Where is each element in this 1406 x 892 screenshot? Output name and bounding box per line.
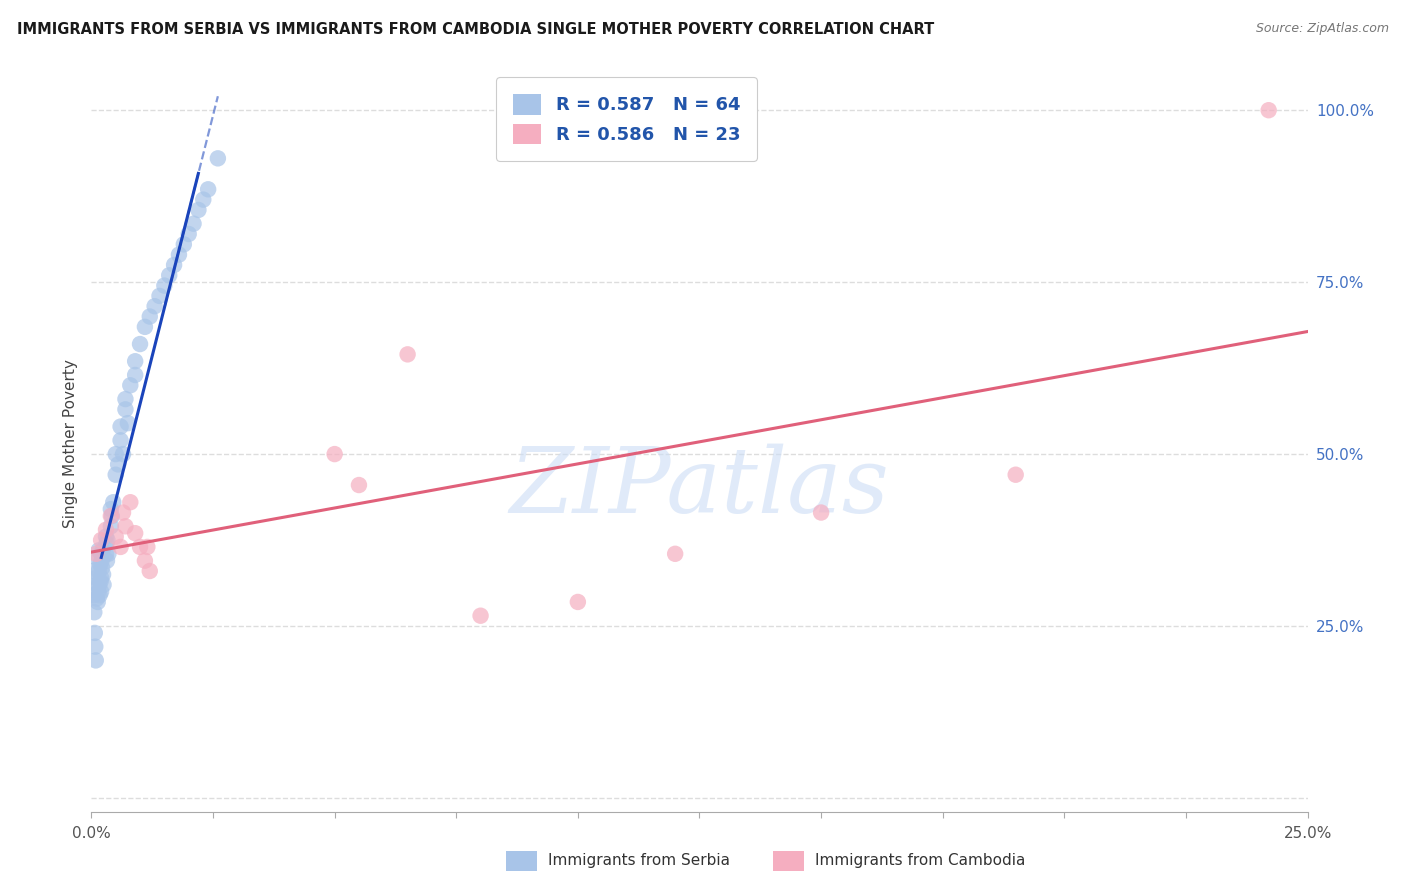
- Point: [83, 605, 105, 619]
- Point: [86, 595, 108, 609]
- Point: [87, 543, 110, 558]
- Point: [110, 540, 132, 554]
- Point: [94, 530, 117, 544]
- Point: [104, 530, 127, 544]
- Point: [1004, 467, 1026, 482]
- Text: ZIPatlas: ZIPatlas: [509, 443, 890, 533]
- Point: [139, 310, 162, 324]
- Point: [104, 447, 127, 461]
- FancyBboxPatch shape: [506, 851, 537, 871]
- Point: [82, 564, 104, 578]
- Point: [86, 591, 108, 606]
- Point: [87, 564, 110, 578]
- Legend: R = 0.587   N = 64, R = 0.586   N = 23: R = 0.587 N = 64, R = 0.586 N = 23: [496, 78, 756, 161]
- Point: [664, 547, 686, 561]
- Point: [90, 554, 112, 568]
- Point: [90, 574, 112, 589]
- Point: [810, 506, 832, 520]
- Point: [177, 227, 200, 241]
- Point: [139, 564, 162, 578]
- Point: [97, 547, 120, 561]
- Point: [136, 540, 159, 554]
- Point: [124, 354, 146, 368]
- Point: [117, 416, 139, 430]
- Point: [114, 519, 136, 533]
- Point: [129, 337, 152, 351]
- Point: [567, 595, 589, 609]
- Point: [396, 347, 419, 361]
- Point: [91, 560, 114, 574]
- Point: [100, 502, 122, 516]
- Point: [347, 478, 370, 492]
- Point: [470, 608, 492, 623]
- Point: [89, 578, 111, 592]
- Point: [93, 578, 115, 592]
- Point: [100, 519, 122, 533]
- Point: [89, 588, 111, 602]
- Y-axis label: Single Mother Poverty: Single Mother Poverty: [62, 359, 77, 528]
- Point: [323, 447, 346, 461]
- Point: [107, 458, 129, 472]
- Point: [124, 526, 146, 541]
- Point: [87, 584, 110, 599]
- Point: [207, 152, 229, 166]
- Point: [86, 578, 108, 592]
- Point: [103, 495, 125, 509]
- Point: [84, 571, 107, 585]
- Point: [84, 640, 107, 654]
- Point: [94, 523, 117, 537]
- Point: [91, 543, 114, 558]
- Point: [100, 508, 122, 523]
- Text: Source: ZipAtlas.com: Source: ZipAtlas.com: [1256, 22, 1389, 36]
- Point: [84, 653, 107, 667]
- Point: [90, 547, 112, 561]
- Point: [193, 193, 215, 207]
- Point: [129, 540, 152, 554]
- Point: [114, 402, 136, 417]
- Point: [111, 447, 134, 461]
- Point: [134, 554, 156, 568]
- Point: [114, 392, 136, 406]
- Point: [101, 508, 124, 523]
- Point: [187, 202, 209, 217]
- Text: IMMIGRANTS FROM SERBIA VS IMMIGRANTS FROM CAMBODIA SINGLE MOTHER POVERTY CORRELA: IMMIGRANTS FROM SERBIA VS IMMIGRANTS FRO…: [17, 22, 934, 37]
- Point: [120, 495, 142, 509]
- Point: [124, 368, 146, 382]
- Point: [84, 547, 107, 561]
- Point: [96, 554, 118, 568]
- Point: [157, 268, 180, 283]
- Point: [90, 571, 112, 585]
- Point: [163, 258, 186, 272]
- Point: [153, 278, 176, 293]
- Point: [94, 547, 117, 561]
- Point: [110, 419, 132, 434]
- Point: [120, 378, 142, 392]
- Point: [96, 533, 118, 547]
- Point: [143, 299, 166, 313]
- Point: [91, 567, 114, 582]
- Point: [134, 319, 156, 334]
- Point: [167, 247, 190, 261]
- Point: [1257, 103, 1279, 118]
- Point: [83, 588, 105, 602]
- Point: [110, 434, 132, 448]
- Point: [197, 182, 219, 196]
- Point: [89, 557, 111, 571]
- Point: [84, 550, 107, 565]
- Point: [104, 467, 127, 482]
- Point: [96, 536, 118, 550]
- Text: Immigrants from Serbia: Immigrants from Serbia: [548, 854, 730, 868]
- Point: [111, 506, 134, 520]
- Point: [148, 289, 170, 303]
- Point: [173, 237, 195, 252]
- Point: [90, 533, 112, 547]
- Point: [183, 217, 205, 231]
- Point: [83, 626, 105, 640]
- FancyBboxPatch shape: [773, 851, 804, 871]
- Text: Immigrants from Cambodia: Immigrants from Cambodia: [815, 854, 1026, 868]
- Point: [90, 584, 112, 599]
